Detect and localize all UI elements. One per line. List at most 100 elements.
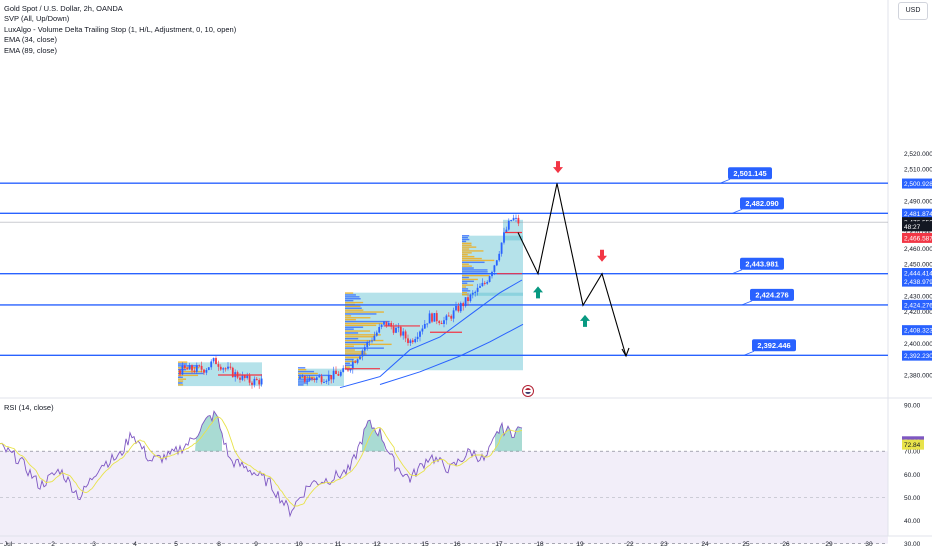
candle-body xyxy=(258,380,261,385)
candle-body xyxy=(399,326,402,336)
svp-profile-bar xyxy=(178,384,184,386)
candle-body xyxy=(383,321,385,325)
svp-profile-bar xyxy=(462,292,468,294)
svp-profile-bar xyxy=(298,372,318,375)
svp-profile-bar xyxy=(345,362,350,365)
candle-body xyxy=(495,260,498,266)
ema89-indicator-label[interactable]: EMA (89, close) xyxy=(4,45,57,55)
svp-profile-bar xyxy=(462,284,474,286)
price-axis-tick: 2,520.000 xyxy=(904,151,932,158)
callout-leader xyxy=(731,269,743,275)
price-label-text: 48:27 xyxy=(904,224,921,231)
ema89-line xyxy=(379,323,524,385)
time-axis-label: 25 xyxy=(742,541,750,548)
svp-profile-bar xyxy=(462,267,474,269)
candle-body xyxy=(323,381,325,383)
candle-body xyxy=(311,377,313,379)
candle-body xyxy=(325,380,328,382)
svp-profile-bar xyxy=(345,345,354,347)
candle-body xyxy=(195,365,198,372)
time-axis-label: 3 xyxy=(92,541,96,548)
price-axis-tick: 2,400.000 xyxy=(904,341,932,348)
candle-body xyxy=(181,365,184,375)
time-axis-label: 2 xyxy=(51,541,55,548)
svp-profile-bar xyxy=(462,282,468,284)
svp-profile-bar xyxy=(462,242,472,245)
candle-body xyxy=(198,365,201,367)
candle-body xyxy=(515,217,517,219)
level-callout-box[interactable] xyxy=(728,167,772,180)
candle-body xyxy=(303,375,306,382)
level-callout-box[interactable] xyxy=(750,288,794,301)
candle-body xyxy=(375,332,378,336)
svp-profile-bar xyxy=(298,367,306,369)
level-callout-box[interactable] xyxy=(740,257,784,270)
time-axis-label: 17 xyxy=(495,541,503,548)
price-label-box xyxy=(902,221,932,232)
level-callout-label: 2,424.276 xyxy=(755,291,788,300)
symbol-title[interactable]: Gold Spot / U.S. Dollar, 2h, OANDA xyxy=(4,4,123,13)
candle-body xyxy=(402,331,405,336)
callout-leader xyxy=(731,208,743,214)
projection-path[interactable] xyxy=(517,183,627,357)
rsi-value-box xyxy=(902,439,924,450)
svp-profile-bar xyxy=(345,341,370,344)
svp-profile-bar xyxy=(345,298,361,300)
currency-button[interactable]: USD xyxy=(898,2,928,20)
svp-profile-bar xyxy=(345,356,362,359)
svp-profile-bar xyxy=(345,351,366,353)
svp-profile-bar xyxy=(345,330,371,332)
buy-signal-arrow-icon xyxy=(580,314,590,327)
price-label-text: 2,408.323 xyxy=(904,328,932,335)
time-axis-label: 11 xyxy=(335,541,342,548)
candle-body xyxy=(191,365,193,371)
candle-body xyxy=(479,286,481,288)
candle-body xyxy=(392,326,395,333)
candle-body xyxy=(390,323,393,327)
svp-profile-bar xyxy=(462,271,488,273)
level-callout-box[interactable] xyxy=(752,339,796,352)
luxalgo-indicator-label[interactable]: LuxAlgo - Volume Delta Trailing Stop (1,… xyxy=(4,24,237,34)
svp-profile-bar xyxy=(462,257,482,260)
price-label-box xyxy=(902,268,932,279)
svp-profile-bar xyxy=(345,322,383,325)
rsi-axis-tick: 30.00 xyxy=(904,541,921,548)
rsi-indicator-label[interactable]: RSI (14, close) xyxy=(4,403,54,412)
candle-body xyxy=(253,378,256,385)
svp-profile-bar xyxy=(345,307,362,309)
price-axis-tick: 2,510.000 xyxy=(904,167,932,174)
ema34-indicator-label[interactable]: EMA (34, close) xyxy=(4,35,57,45)
svp-profile-bar xyxy=(298,368,307,371)
level-callout-label: 2,482.090 xyxy=(745,199,778,208)
candle-body xyxy=(337,374,340,376)
time-axis-label: Jul xyxy=(4,541,13,548)
svp-indicator-label[interactable]: SVP (All, Up/Down) xyxy=(4,14,70,24)
us-flag-icon[interactable] xyxy=(522,385,534,397)
candle-body xyxy=(349,369,352,371)
level-callout-box[interactable] xyxy=(740,197,784,210)
candle-body xyxy=(351,361,354,370)
candle-body xyxy=(474,291,477,293)
candle-body xyxy=(404,331,407,339)
price-label-text: 2,466.587 xyxy=(904,235,932,242)
candle-body xyxy=(462,303,465,307)
svp-profile-bar xyxy=(178,361,188,363)
candle-body xyxy=(481,282,484,287)
svp-profile-bar xyxy=(462,276,469,279)
svp-profile-bar xyxy=(178,374,199,377)
candle-body xyxy=(212,358,215,362)
rsi-axis-tick: 40.00 xyxy=(904,518,921,525)
candle-body xyxy=(363,347,366,351)
time-axis-label: 29 xyxy=(825,541,833,548)
svp-profile-bar xyxy=(345,364,354,366)
candle-body xyxy=(469,294,472,302)
candle-body xyxy=(188,365,191,370)
candle-body xyxy=(503,232,505,243)
candle-body xyxy=(423,323,426,329)
candle-body xyxy=(301,375,304,377)
candle-body xyxy=(397,326,400,328)
svp-profile-bar xyxy=(178,378,187,380)
candle-body xyxy=(426,323,429,325)
